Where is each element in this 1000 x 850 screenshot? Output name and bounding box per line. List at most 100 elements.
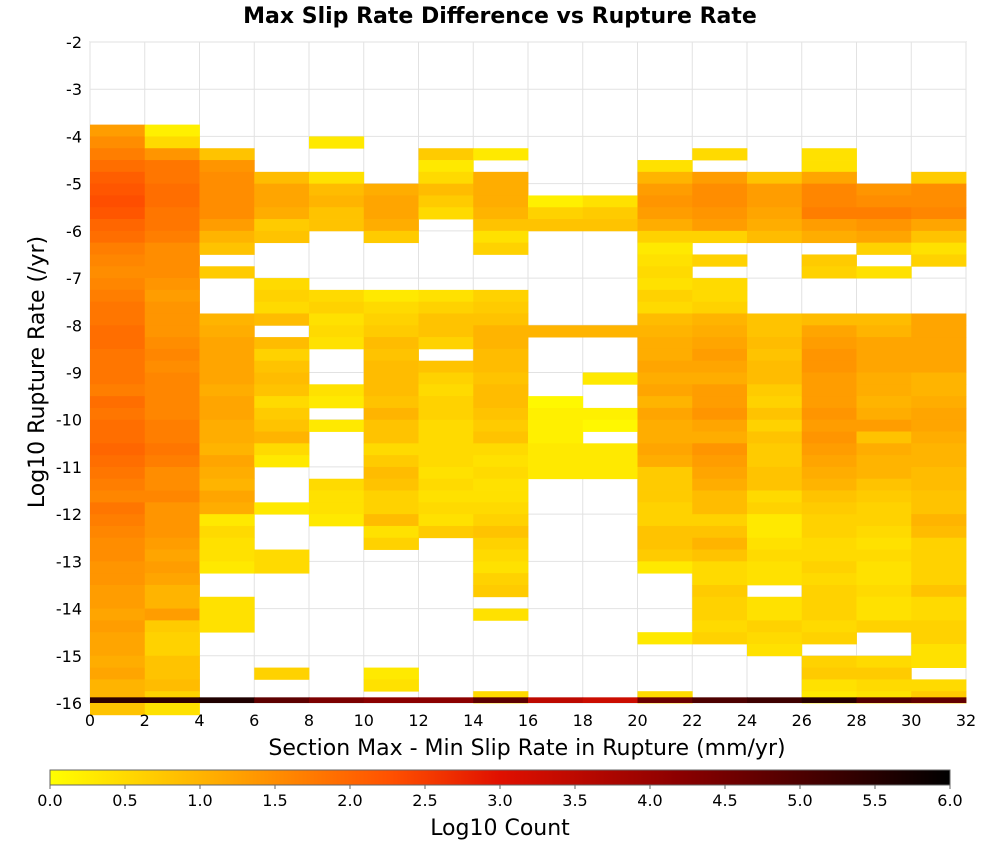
x-tick-label: 8 [304, 711, 314, 730]
heatmap-cell [911, 608, 967, 621]
heatmap-cell [90, 679, 146, 692]
heatmap-cell [473, 219, 529, 232]
heatmap-cell [309, 207, 365, 220]
heatmap-cell [747, 537, 803, 550]
heatmap-cell [254, 337, 310, 350]
heatmap-cell [199, 384, 255, 397]
heatmap-cell [309, 325, 365, 338]
heatmap-cell [199, 407, 255, 421]
heatmap-cell [637, 301, 693, 314]
heatmap-cell [144, 573, 200, 586]
heatmap-cell [473, 171, 529, 185]
heatmap-cell [199, 266, 255, 279]
heatmap-cell [801, 337, 857, 350]
heatmap-cell [911, 337, 967, 350]
colorbar-tick-label: 3.0 [487, 791, 512, 810]
heatmap-cell [801, 230, 857, 244]
heatmap-cell [747, 431, 803, 444]
heatmap-cell [309, 219, 365, 232]
heatmap-cell [911, 396, 967, 409]
bottom-row-cell [856, 697, 912, 703]
heatmap-cell [911, 632, 967, 645]
heatmap-cell [254, 313, 310, 326]
heatmap-cell [309, 289, 365, 303]
heatmap-cell [801, 207, 857, 220]
heatmap-cell [418, 396, 474, 409]
heatmap-cell [747, 230, 803, 244]
heatmap-cell [90, 195, 146, 208]
heatmap-cell [254, 230, 310, 244]
heatmap-cell [418, 360, 474, 373]
heatmap-cell [90, 160, 146, 173]
heatmap-cell [801, 596, 857, 609]
heatmap-cell [90, 596, 146, 609]
heatmap-cell [582, 207, 638, 220]
heatmap-cell [254, 183, 310, 196]
heatmap-cell [911, 384, 967, 397]
heatmap-cell [801, 667, 857, 680]
heatmap-cell [692, 455, 748, 468]
heatmap-cell [144, 490, 200, 503]
heatmap-cell [473, 419, 529, 432]
heatmap-cell [528, 443, 584, 456]
heatmap-cell [801, 183, 857, 196]
heatmap-cell [254, 219, 310, 232]
heatmap-cell [911, 478, 967, 491]
colorbar-tick-label: 1.5 [262, 791, 287, 810]
heatmap-cell [692, 431, 748, 444]
y-tick-label: -11 [56, 458, 82, 477]
heatmap-cell [637, 266, 693, 279]
heatmap-cell [199, 466, 255, 480]
heatmap-cell [309, 396, 365, 409]
heatmap-cell [199, 431, 255, 444]
heatmap-cell [528, 219, 584, 232]
heatmap-cell [90, 289, 146, 303]
heatmap-cell [418, 195, 474, 208]
heatmap-cell [747, 360, 803, 373]
heatmap-cell [747, 183, 803, 196]
heatmap-cell [801, 348, 857, 362]
colorbar-tick-label: 4.0 [637, 791, 662, 810]
heatmap-cell [801, 384, 857, 397]
heatmap-cell [144, 171, 200, 185]
heatmap-cell [692, 183, 748, 196]
heatmap-cell [144, 195, 200, 208]
heatmap-cell [144, 325, 200, 338]
heatmap-cell [90, 230, 146, 244]
heatmap-cell [692, 608, 748, 621]
heatmap-cell [528, 207, 584, 220]
heatmap-cell [911, 254, 967, 267]
heatmap-cell [473, 514, 529, 527]
heatmap-cell [144, 242, 200, 255]
heatmap-cell [856, 396, 912, 409]
heatmap-cell [144, 667, 200, 680]
heatmap-cell [144, 525, 200, 539]
heatmap-cell [418, 171, 474, 185]
heatmap-cell [911, 643, 967, 657]
heatmap-cell [582, 419, 638, 432]
heatmap-cell [637, 419, 693, 432]
heatmap-cell [144, 502, 200, 515]
x-axis-ticks: 0 2 4 6 8 10 12 14 16 18 20 22 24 26 28 30 32 [85, 711, 976, 730]
heatmap-cell [363, 396, 419, 409]
heatmap-cell [582, 325, 638, 338]
heatmap-cell [363, 207, 419, 220]
heatmap-cell [363, 431, 419, 444]
heatmap-cell [692, 596, 748, 609]
colorbar-tick-label: 1.0 [187, 791, 212, 810]
colorbar-tick-label: 4.5 [712, 791, 737, 810]
heatmap-cell [309, 183, 365, 196]
heatmap-cell [144, 219, 200, 232]
heatmap-cell [144, 160, 200, 173]
heatmap-cell [144, 124, 200, 137]
heatmap-cell [309, 419, 365, 432]
heatmap-cell [856, 608, 912, 621]
heatmap-cell [801, 431, 857, 444]
heatmap-cell [473, 195, 529, 208]
heatmap-cell [254, 455, 310, 468]
heatmap-cell [309, 384, 365, 397]
y-tick-label: -9 [66, 364, 82, 383]
heatmap-cell [801, 478, 857, 491]
heatmap-cell [692, 195, 748, 208]
heatmap-cell [363, 313, 419, 326]
